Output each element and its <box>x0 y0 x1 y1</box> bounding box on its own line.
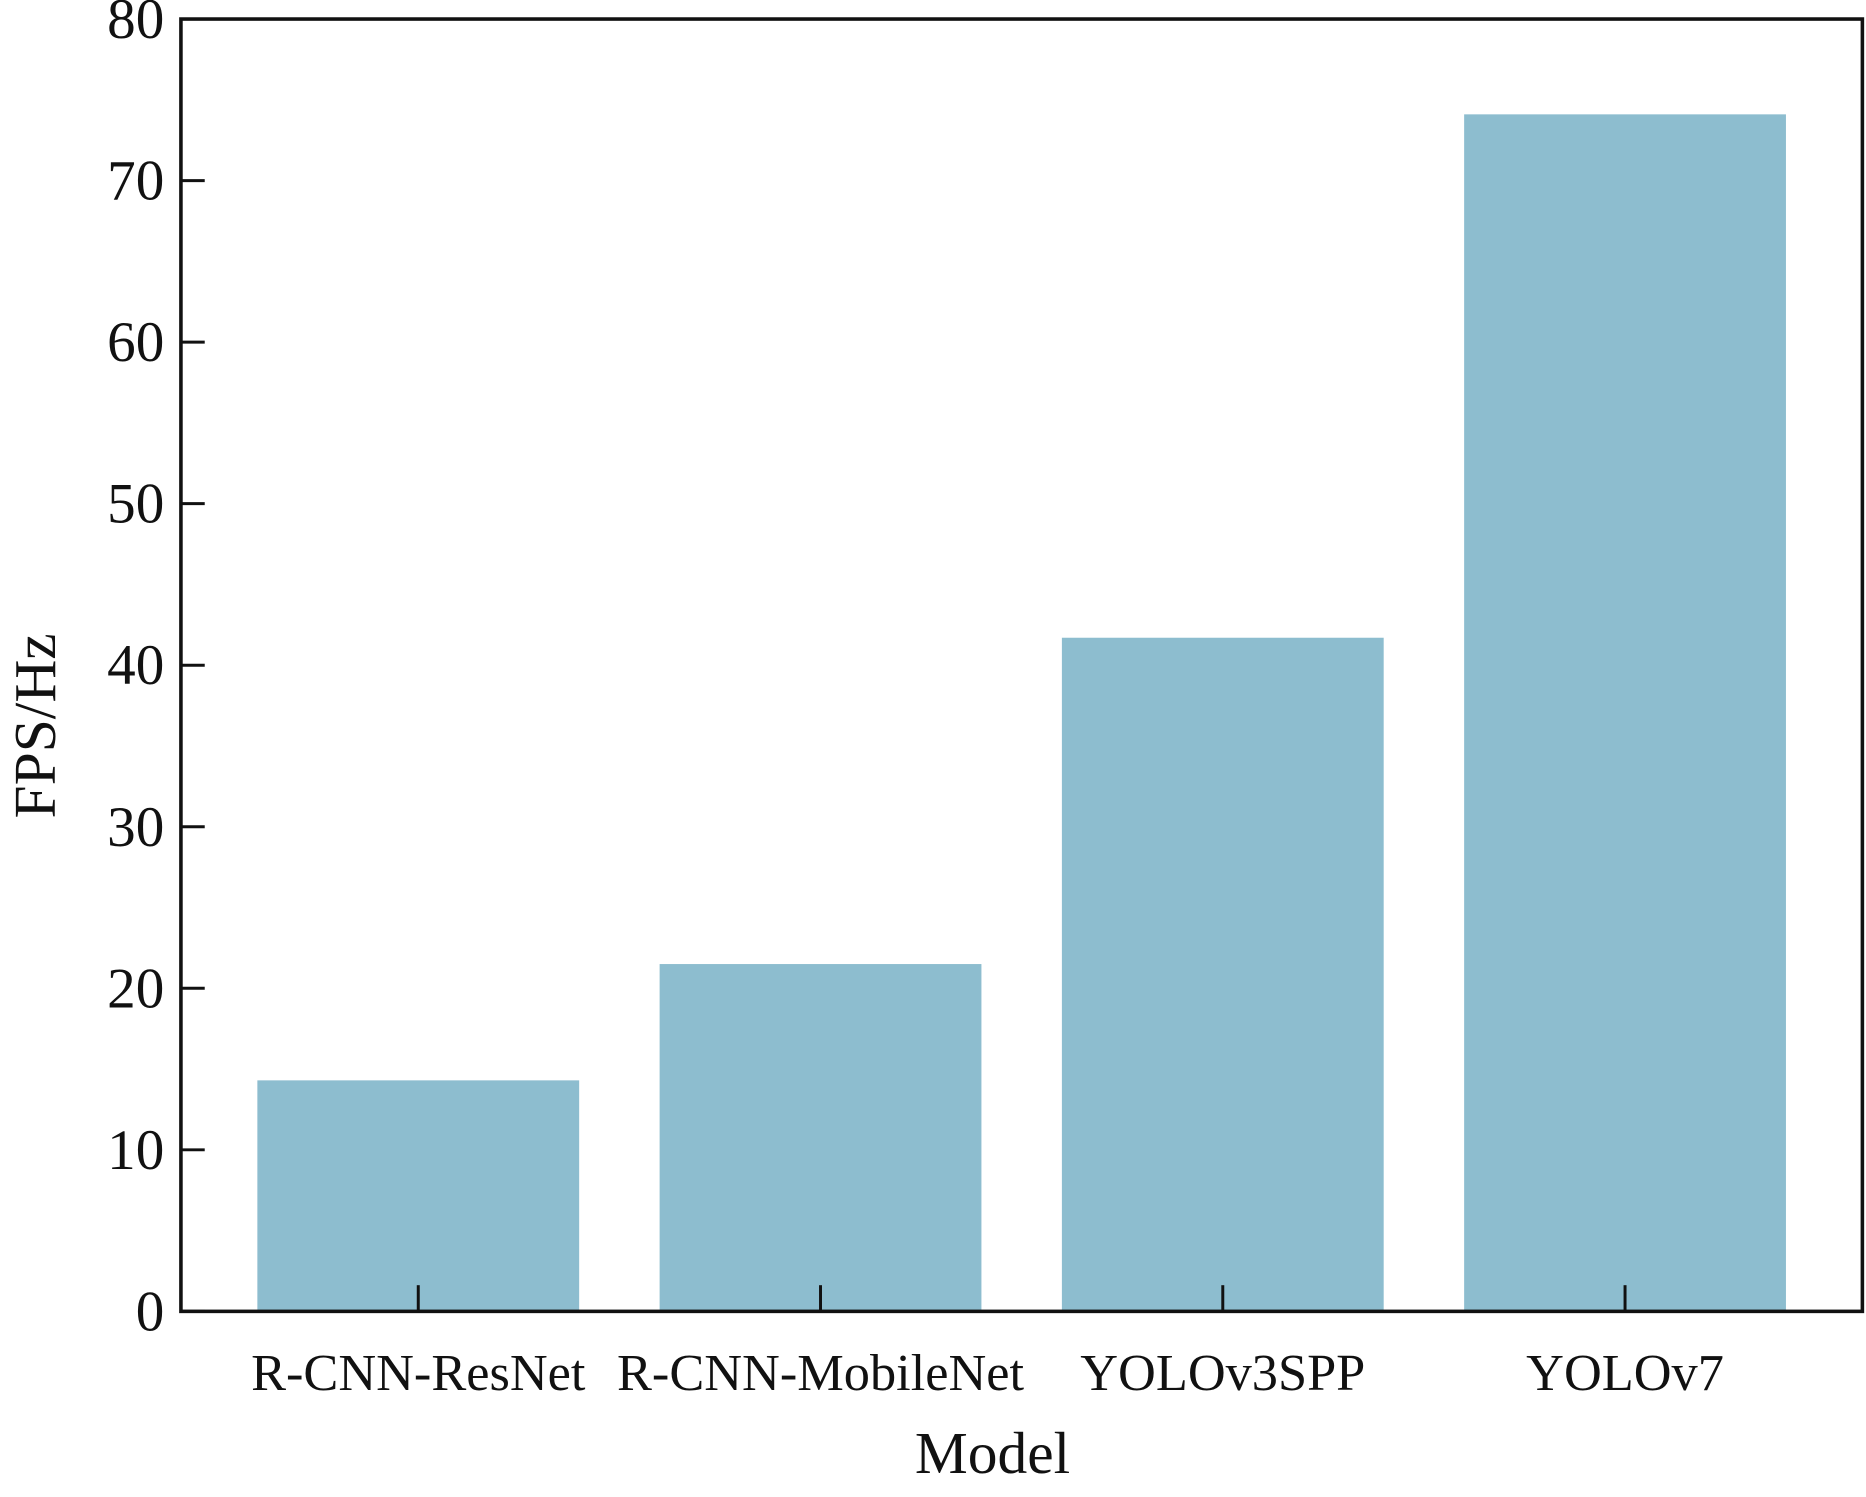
y-tick-label: 60 <box>107 311 164 374</box>
y-tick-label: 40 <box>107 634 164 697</box>
plot-frame <box>179 17 1865 1314</box>
y-tick-label: 30 <box>107 796 164 859</box>
bar <box>1061 637 1384 1312</box>
bar <box>257 1080 580 1312</box>
y-axis-label: FPS/Hz <box>2 633 68 818</box>
x-axis-label: Model <box>915 1420 1070 1486</box>
y-tick-label: 50 <box>107 473 164 536</box>
y-tick-label: 0 <box>136 1280 165 1343</box>
y-tick-label: 10 <box>107 1119 164 1182</box>
x-tick-label: R-CNN-MobileNet <box>617 1344 1025 1402</box>
x-tick-label: YOLOv7 <box>1526 1344 1724 1402</box>
x-tick-label: YOLOv3SPP <box>1080 1344 1365 1402</box>
bar <box>659 964 982 1312</box>
y-tick-label: 80 <box>107 0 164 51</box>
y-tick-label: 70 <box>107 150 164 213</box>
x-tick-label: R-CNN-ResNet <box>251 1344 586 1402</box>
bar <box>1464 114 1786 1312</box>
y-tick-label: 20 <box>107 957 164 1020</box>
